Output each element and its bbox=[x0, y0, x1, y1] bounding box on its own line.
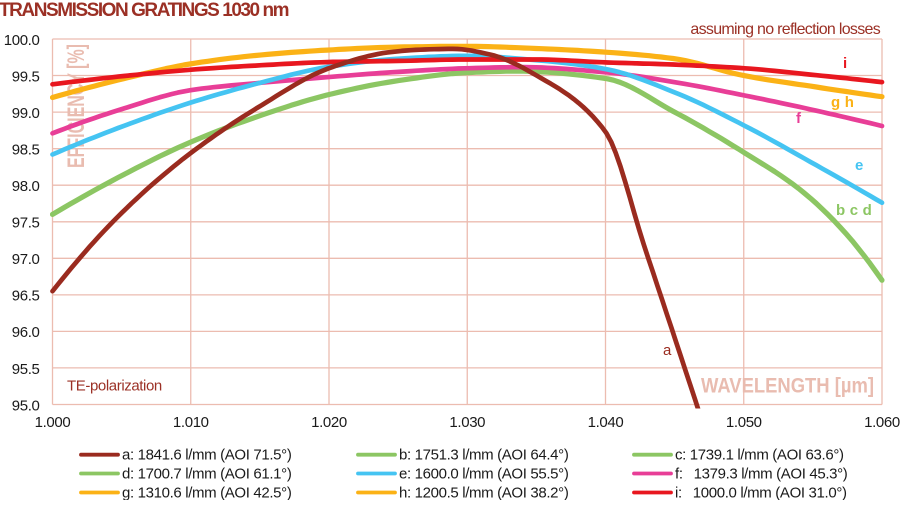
svg-text:97.0: 97.0 bbox=[12, 251, 40, 268]
svg-text:WAVELENGTH [µm]: WAVELENGTH [µm] bbox=[701, 375, 874, 398]
svg-text:96.5: 96.5 bbox=[12, 288, 40, 305]
svg-text:1.050: 1.050 bbox=[726, 414, 762, 431]
svg-text:a: 1841.6 l/mm (AOI 71.5°): a: 1841.6 l/mm (AOI 71.5°) bbox=[122, 447, 292, 464]
svg-text:assuming no reflection losses: assuming no reflection losses bbox=[690, 21, 880, 38]
svg-text:99.5: 99.5 bbox=[12, 68, 40, 85]
svg-text:TRANSMISSION GRATINGS 1030 nm: TRANSMISSION GRATINGS 1030 nm bbox=[0, 0, 289, 21]
svg-text:96.0: 96.0 bbox=[12, 324, 40, 341]
svg-text:f: 1379.3 l/mm (AOI 45.3°): f: 1379.3 l/mm (AOI 45.3°) bbox=[675, 465, 848, 482]
svg-text:95.0: 95.0 bbox=[12, 397, 40, 414]
svg-text:1.060: 1.060 bbox=[864, 414, 900, 431]
svg-text:1.020: 1.020 bbox=[311, 414, 347, 431]
svg-text:f: f bbox=[796, 110, 802, 127]
svg-text:d: 1700.7 l/mm (AOI 61.1°): d: 1700.7 l/mm (AOI 61.1°) bbox=[122, 465, 292, 482]
svg-text:b c d: b c d bbox=[836, 202, 872, 219]
svg-text:1.040: 1.040 bbox=[588, 414, 624, 431]
svg-text:h: 1200.5 l/mm (AOI 38.2°): h: 1200.5 l/mm (AOI 38.2°) bbox=[399, 484, 569, 500]
svg-text:1.030: 1.030 bbox=[449, 414, 485, 431]
svg-text:98.5: 98.5 bbox=[12, 142, 40, 159]
svg-text:100.0: 100.0 bbox=[4, 32, 40, 49]
svg-text:e: 1600.0 l/mm (AOI 55.5°): e: 1600.0 l/mm (AOI 55.5°) bbox=[399, 465, 569, 482]
svg-text:97.5: 97.5 bbox=[12, 215, 40, 232]
svg-text:1.010: 1.010 bbox=[173, 414, 209, 431]
svg-text:98.0: 98.0 bbox=[12, 178, 40, 195]
svg-text:TE-polarization: TE-polarization bbox=[67, 378, 162, 395]
svg-text:i: i bbox=[843, 55, 847, 72]
svg-text:g h: g h bbox=[831, 94, 854, 111]
svg-text:a: a bbox=[663, 342, 672, 359]
svg-text:g: 1310.6 l/mm (AOI 42.5°): g: 1310.6 l/mm (AOI 42.5°) bbox=[122, 484, 292, 500]
svg-text:1.000: 1.000 bbox=[35, 414, 71, 431]
svg-text:i: 1000.0 l/mm (AOI 31.0°): i: 1000.0 l/mm (AOI 31.0°) bbox=[675, 484, 847, 500]
svg-text:b: 1751.3 l/mm (AOI 64.4°): b: 1751.3 l/mm (AOI 64.4°) bbox=[399, 447, 569, 464]
svg-text:c: 1739.1 l/mm (AOI 63.6°): c: 1739.1 l/mm (AOI 63.6°) bbox=[675, 447, 844, 464]
svg-text:99.0: 99.0 bbox=[12, 105, 40, 122]
svg-text:95.5: 95.5 bbox=[12, 361, 40, 378]
svg-text:e: e bbox=[855, 157, 864, 174]
